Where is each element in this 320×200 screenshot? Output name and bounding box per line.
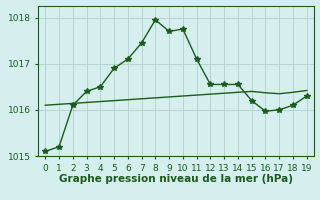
- X-axis label: Graphe pression niveau de la mer (hPa): Graphe pression niveau de la mer (hPa): [59, 174, 293, 184]
